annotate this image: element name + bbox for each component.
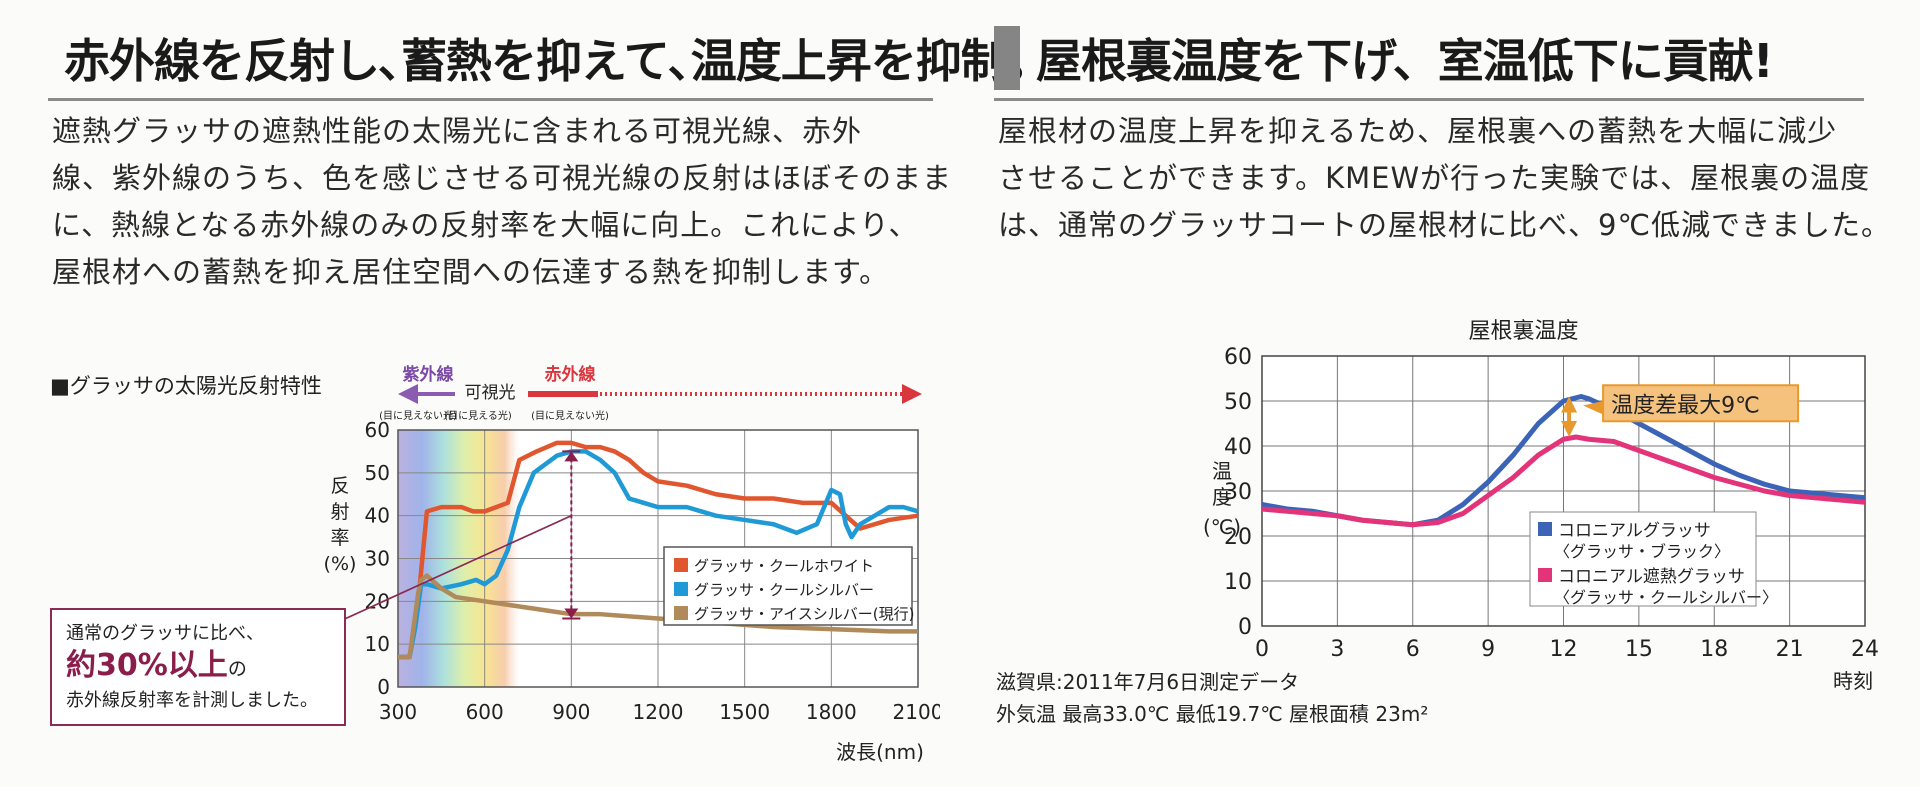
right-section-heading: 屋根裏温度を下げ、室温低下に貢献! [994,18,1864,101]
x-tick-label: 1500 [719,700,770,724]
legend-sublabel: 〈グラッサ・クールシルバー〉 [1554,588,1778,607]
left-heading-text: 赤外線を反射し､蓄熱を抑えて､温度上昇を抑制｡ [64,34,1029,88]
x-tick-label: 24 [1851,637,1879,662]
x-tick-label: 900 [552,700,590,724]
legend-swatch [674,606,688,620]
x-tick-label: 0 [1255,637,1269,662]
difference-arrowhead [564,608,579,619]
y-tick-label: 0 [1238,615,1252,640]
legend-swatch [1538,568,1552,582]
y-tick-label: 20 [1224,525,1252,550]
x-tick-label: 18 [1700,637,1728,662]
difference-callout-pointer [1583,401,1604,415]
note-highlight: 約30%以上の [66,646,344,689]
y-tick-label: 10 [1224,570,1252,595]
x-tick-label: 300 [379,700,417,724]
x-tick-label: 15 [1625,637,1653,662]
x-axis-label: 波長(nm) [836,740,924,764]
x-tick-label: 1200 [633,700,684,724]
paragraph-line: 線、紫外線のうち、色を感じさせる可視光線の反射はほぼそのまま [52,161,953,195]
series-cool-silver-line [398,449,919,660]
visible-band-sublabel: (目に見える光) [444,409,512,422]
y-axis-label-char: 温 [1212,459,1232,483]
x-tick-label: 2100 [893,700,940,724]
ir-band-label: 赤外線 [545,365,596,385]
heading-marker [994,26,1020,90]
difference-callout-label: 温度差最大9℃ [1611,393,1760,418]
note-line: 通常のグラッサに比べ、 [66,623,264,644]
x-axis-label: 時刻 [1833,669,1873,690]
left-description: 遮熱グラッサの遮熱性能の太陽光に含まれる可視光線、赤外 線、紫外線のうち、色を感… [52,108,953,296]
note-big-suffix: の [227,658,247,680]
y-tick-label: 40 [365,504,390,528]
measurement-date: 滋賀県:2011年7月6日測定データ [996,670,1300,694]
y-tick-label: 60 [1224,345,1252,370]
series-cool-white-line [398,440,919,660]
series-ice-silver-line [398,573,918,660]
paragraph-line: は、通常のグラッサコートの屋根材に比べ、9℃低減できました。 [998,208,1892,242]
series-cool-silver-line [1261,434,1866,528]
legend-swatch [674,582,688,596]
measurement-info: 滋賀県:2011年7月6日測定データ 外気温 最高33.0℃ 最低19.7℃ 屋… [996,666,1428,730]
visible-band-label: 可視光 [465,383,516,403]
legend-label: コロニアル遮熱グラッサ [1558,567,1745,587]
x-tick-label: 3 [1330,637,1344,662]
paragraph-line: 屋根材への蓄熱を抑え居住空間への伝達する熱を抑制します。 [52,255,890,289]
note-big-text: 約30%以上 [66,648,228,683]
x-tick-label: 1800 [806,700,857,724]
ir-arrow-solid [528,391,598,397]
y-tick-label: 30 [1224,480,1252,505]
paragraph-line: させることができます。KMEWが行った実験では、屋根裏の温度 [998,161,1871,195]
comparison-note: 通常のグラッサに比べ、 約30%以上の 赤外線反射率を計測しました。 [50,608,346,726]
paragraph-line: 屋根材の温度上昇を抑えるため、屋根裏への蓄熱を大幅に減少 [998,114,1838,148]
uv-band-sublabel: (目に見えない光) [379,409,457,422]
x-tick-label: 21 [1776,637,1804,662]
legend-swatch [1538,522,1552,536]
legend-box [1529,511,1757,607]
legend-label: コロニアルグラッサ [1558,521,1711,541]
legend-label: グラッサ・クールシルバー [694,581,874,599]
y-tick-label: 60 [365,418,390,442]
note-line: 赤外線反射率を計測しました。 [66,690,318,711]
y-tick-label: 10 [365,632,390,656]
x-tick-label: 12 [1550,637,1578,662]
x-tick-label: 6 [1406,637,1420,662]
right-heading-text: 屋根裏温度を下げ、室温低下に貢献! [1036,34,1774,88]
right-description: 屋根材の温度上昇を抑えるため、屋根裏への蓄熱を大幅に減少 させることができます。… [998,108,1892,249]
legend-label: グラッサ・アイスシルバー(現行) [694,605,915,623]
legend-swatch [674,558,688,572]
plot-frame [1261,355,1866,627]
y-tick-label: 40 [1224,435,1252,460]
measurement-conditions: 外気温 最高33.0℃ 最低19.7℃ 屋根面積 23m² [996,702,1429,726]
y-axis-label-char: 射 [330,501,349,523]
reflectance-chart-title: ■グラッサの太陽光反射特性 [50,374,322,398]
reflectance-chart: 0 10 20 30 40 50 60 300 600 900 1200 1500 1800 2100 反射… [307,365,940,764]
note-connector [345,514,572,620]
chart-title: 屋根裏温度 [1468,319,1578,344]
difference-callout-box [1602,384,1800,423]
y-axis-label-unit: (℃) [1203,515,1241,539]
uv-band-label: 紫外線 [403,365,454,385]
y-axis-label-char: 度 [1212,485,1232,509]
x-tick-label: 600 [466,700,504,724]
paragraph-line: に、熱線となる赤外線のみの反射率を大幅に向上。これにより、 [52,208,919,242]
y-axis-label-char: 率 [330,527,349,549]
y-tick-label: 20 [365,589,390,613]
y-axis-label-char: 反 [330,475,349,497]
paragraph-line: 遮熱グラッサの遮熱性能の太陽光に含まれる可視光線、赤外 [52,114,863,148]
plot-frame [397,429,919,688]
y-tick-label: 0 [377,675,390,699]
y-tick-label: 50 [365,461,390,485]
y-tick-label: 30 [365,547,390,571]
y-tick-label: 50 [1224,390,1252,415]
difference-arrowhead [564,451,579,462]
ir-band-sublabel: (目に見えない光) [531,409,609,422]
legend-box [663,546,913,626]
left-section-heading: 赤外線を反射し､蓄熱を抑えて､温度上昇を抑制｡ [48,18,1029,101]
y-axis-label-unit: (%) [324,553,357,575]
attic-temperature-chart: 屋根裏温度 0 10 20 30 40 50 60 0 3 6 9 12 15 18 21 24 温度 (℃) 時刻 温… [1203,319,1879,690]
legend-sublabel: 〈グラッサ・ブラック〉 [1554,542,1730,561]
legend-label: グラッサ・クールホワイト [694,557,874,575]
x-tick-label: 9 [1481,637,1495,662]
